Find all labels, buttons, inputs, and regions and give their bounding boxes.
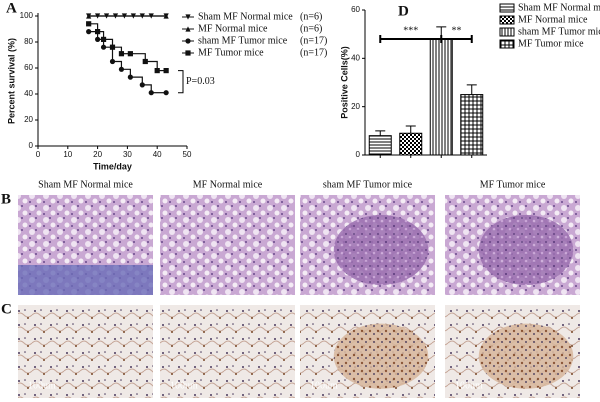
- bracket: [178, 70, 184, 94]
- sig-bracket: [441, 35, 473, 43]
- y-tick-label: 20: [24, 115, 33, 124]
- column-title: sham MF Tumor mice: [323, 179, 413, 190]
- micrograph: [160, 305, 295, 398]
- panel-label: A: [6, 0, 17, 16]
- x-tick-label: 50: [183, 150, 192, 159]
- micrograph-region: [333, 323, 429, 389]
- x-tick-label: 20: [93, 150, 102, 159]
- row-label: C: [1, 301, 12, 317]
- y-axis-label: Percent survival (%): [6, 38, 16, 124]
- legend-label: sham MF Tumor mice: [198, 35, 288, 46]
- legend-label: Sham MF Normal mice: [518, 2, 600, 13]
- x-tick-label: 0: [36, 150, 41, 159]
- legend-label: MF Normal mice: [198, 23, 268, 34]
- y-tick-label: 40: [24, 89, 33, 98]
- y-axis-label: Positive Cells(%): [339, 46, 349, 119]
- scale-label: 100um: [170, 380, 198, 391]
- legend-swatch: [499, 3, 515, 13]
- legend-swatch: [499, 27, 515, 37]
- micrograph-region: [478, 323, 574, 389]
- micrograph-region: [333, 215, 429, 285]
- scale-label: 100um: [310, 380, 338, 391]
- x-tick-label: 40: [153, 150, 162, 159]
- annotation: ***: [403, 25, 418, 36]
- legend-label: MF Tumor mice: [198, 47, 264, 58]
- y-tick-label: 20: [351, 102, 360, 111]
- error-bar: [466, 84, 477, 95]
- error-bar: [405, 125, 416, 134]
- marker: [118, 51, 125, 57]
- legend-label: Sham MF Normal mice: [198, 11, 293, 22]
- legend-n: (n=17): [300, 47, 327, 58]
- x-tick-label: 10: [63, 150, 72, 159]
- y-tick-label: 0: [356, 150, 361, 159]
- legend-swatch: [499, 39, 515, 49]
- marker: [86, 21, 92, 27]
- y-tick-label: 100: [20, 11, 34, 20]
- x-axis-label: Time/day: [93, 161, 132, 171]
- bar: [429, 38, 453, 156]
- marker: [148, 90, 154, 96]
- micrograph: [160, 195, 295, 295]
- legend-label: MF Tumor mice: [518, 38, 584, 49]
- y-tick-label: 80: [24, 37, 33, 46]
- bar: [368, 135, 392, 156]
- y-tick-label: 40: [351, 53, 360, 62]
- column-title: MF Tumor mice: [480, 179, 546, 190]
- micrograph: [18, 305, 153, 398]
- micrograph-region: [18, 265, 153, 295]
- scale-label: 100um: [28, 380, 56, 391]
- bar: [460, 94, 484, 156]
- error-bar: [375, 130, 386, 136]
- legend-n: (n=17): [300, 35, 327, 46]
- column-title: Sham MF Normal mice: [38, 179, 133, 190]
- legend-label: sham MF Tumor mice: [518, 26, 600, 37]
- legend-label: MF Normal mice: [518, 14, 588, 25]
- marker: [163, 13, 169, 19]
- survival-step: [145, 60, 158, 71]
- legend-n: (n=6): [300, 11, 322, 22]
- panel-label: D: [398, 3, 409, 19]
- marker: [139, 82, 145, 88]
- legend-swatch: [499, 15, 515, 25]
- survival-step: [112, 60, 123, 70]
- scale-label: 100um: [455, 380, 483, 391]
- bar: [399, 132, 423, 156]
- marker: [163, 90, 169, 96]
- y-tick-label: 0: [29, 141, 34, 150]
- annotation: **: [452, 25, 462, 36]
- annotation: P=0.03: [186, 76, 215, 87]
- y-tick-label: 60: [24, 63, 33, 72]
- column-title: MF Normal mice: [193, 179, 263, 190]
- row-label: B: [1, 191, 11, 207]
- marker: [163, 68, 169, 74]
- x-tick-label: 30: [123, 150, 132, 159]
- legend-n: (n=6): [300, 23, 322, 34]
- y-tick-label: 60: [351, 5, 360, 14]
- micrograph-region: [478, 215, 574, 285]
